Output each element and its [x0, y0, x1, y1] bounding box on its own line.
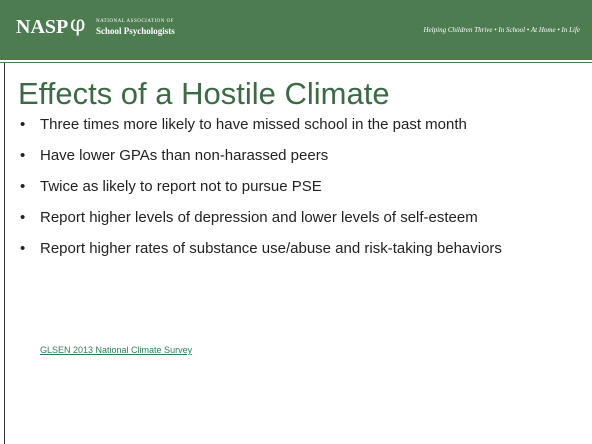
- bullet: Have lower GPAs than non-harassed peers: [18, 147, 538, 165]
- bullet: Report higher levels of depression and l…: [18, 209, 538, 227]
- logo-symbol: φ: [70, 12, 86, 37]
- header-rule: [0, 62, 592, 63]
- slide-frame: [4, 63, 5, 444]
- logo-subtitle: School Psychologists: [96, 26, 175, 36]
- header-bar: NASP φ NATIONAL ASSOCIATION OF School Ps…: [0, 0, 592, 60]
- source-link[interactable]: GLSEN 2013 National Climate Survey: [40, 345, 193, 355]
- logo: NASP: [16, 16, 69, 38]
- logo-subtitle: NATIONAL ASSOCIATION OF: [96, 19, 174, 24]
- bullet: Report higher rates of substance use/abu…: [18, 240, 538, 258]
- slide-title: Effects of a Hostile Climate: [18, 76, 390, 111]
- bullet-list: Three times more likely to have missed s…: [18, 116, 538, 271]
- bullet: Twice as likely to report not to pursue …: [18, 178, 538, 196]
- bullet: Three times more likely to have missed s…: [18, 116, 538, 134]
- tagline: Helping Children Thrive • In School • At…: [423, 26, 580, 34]
